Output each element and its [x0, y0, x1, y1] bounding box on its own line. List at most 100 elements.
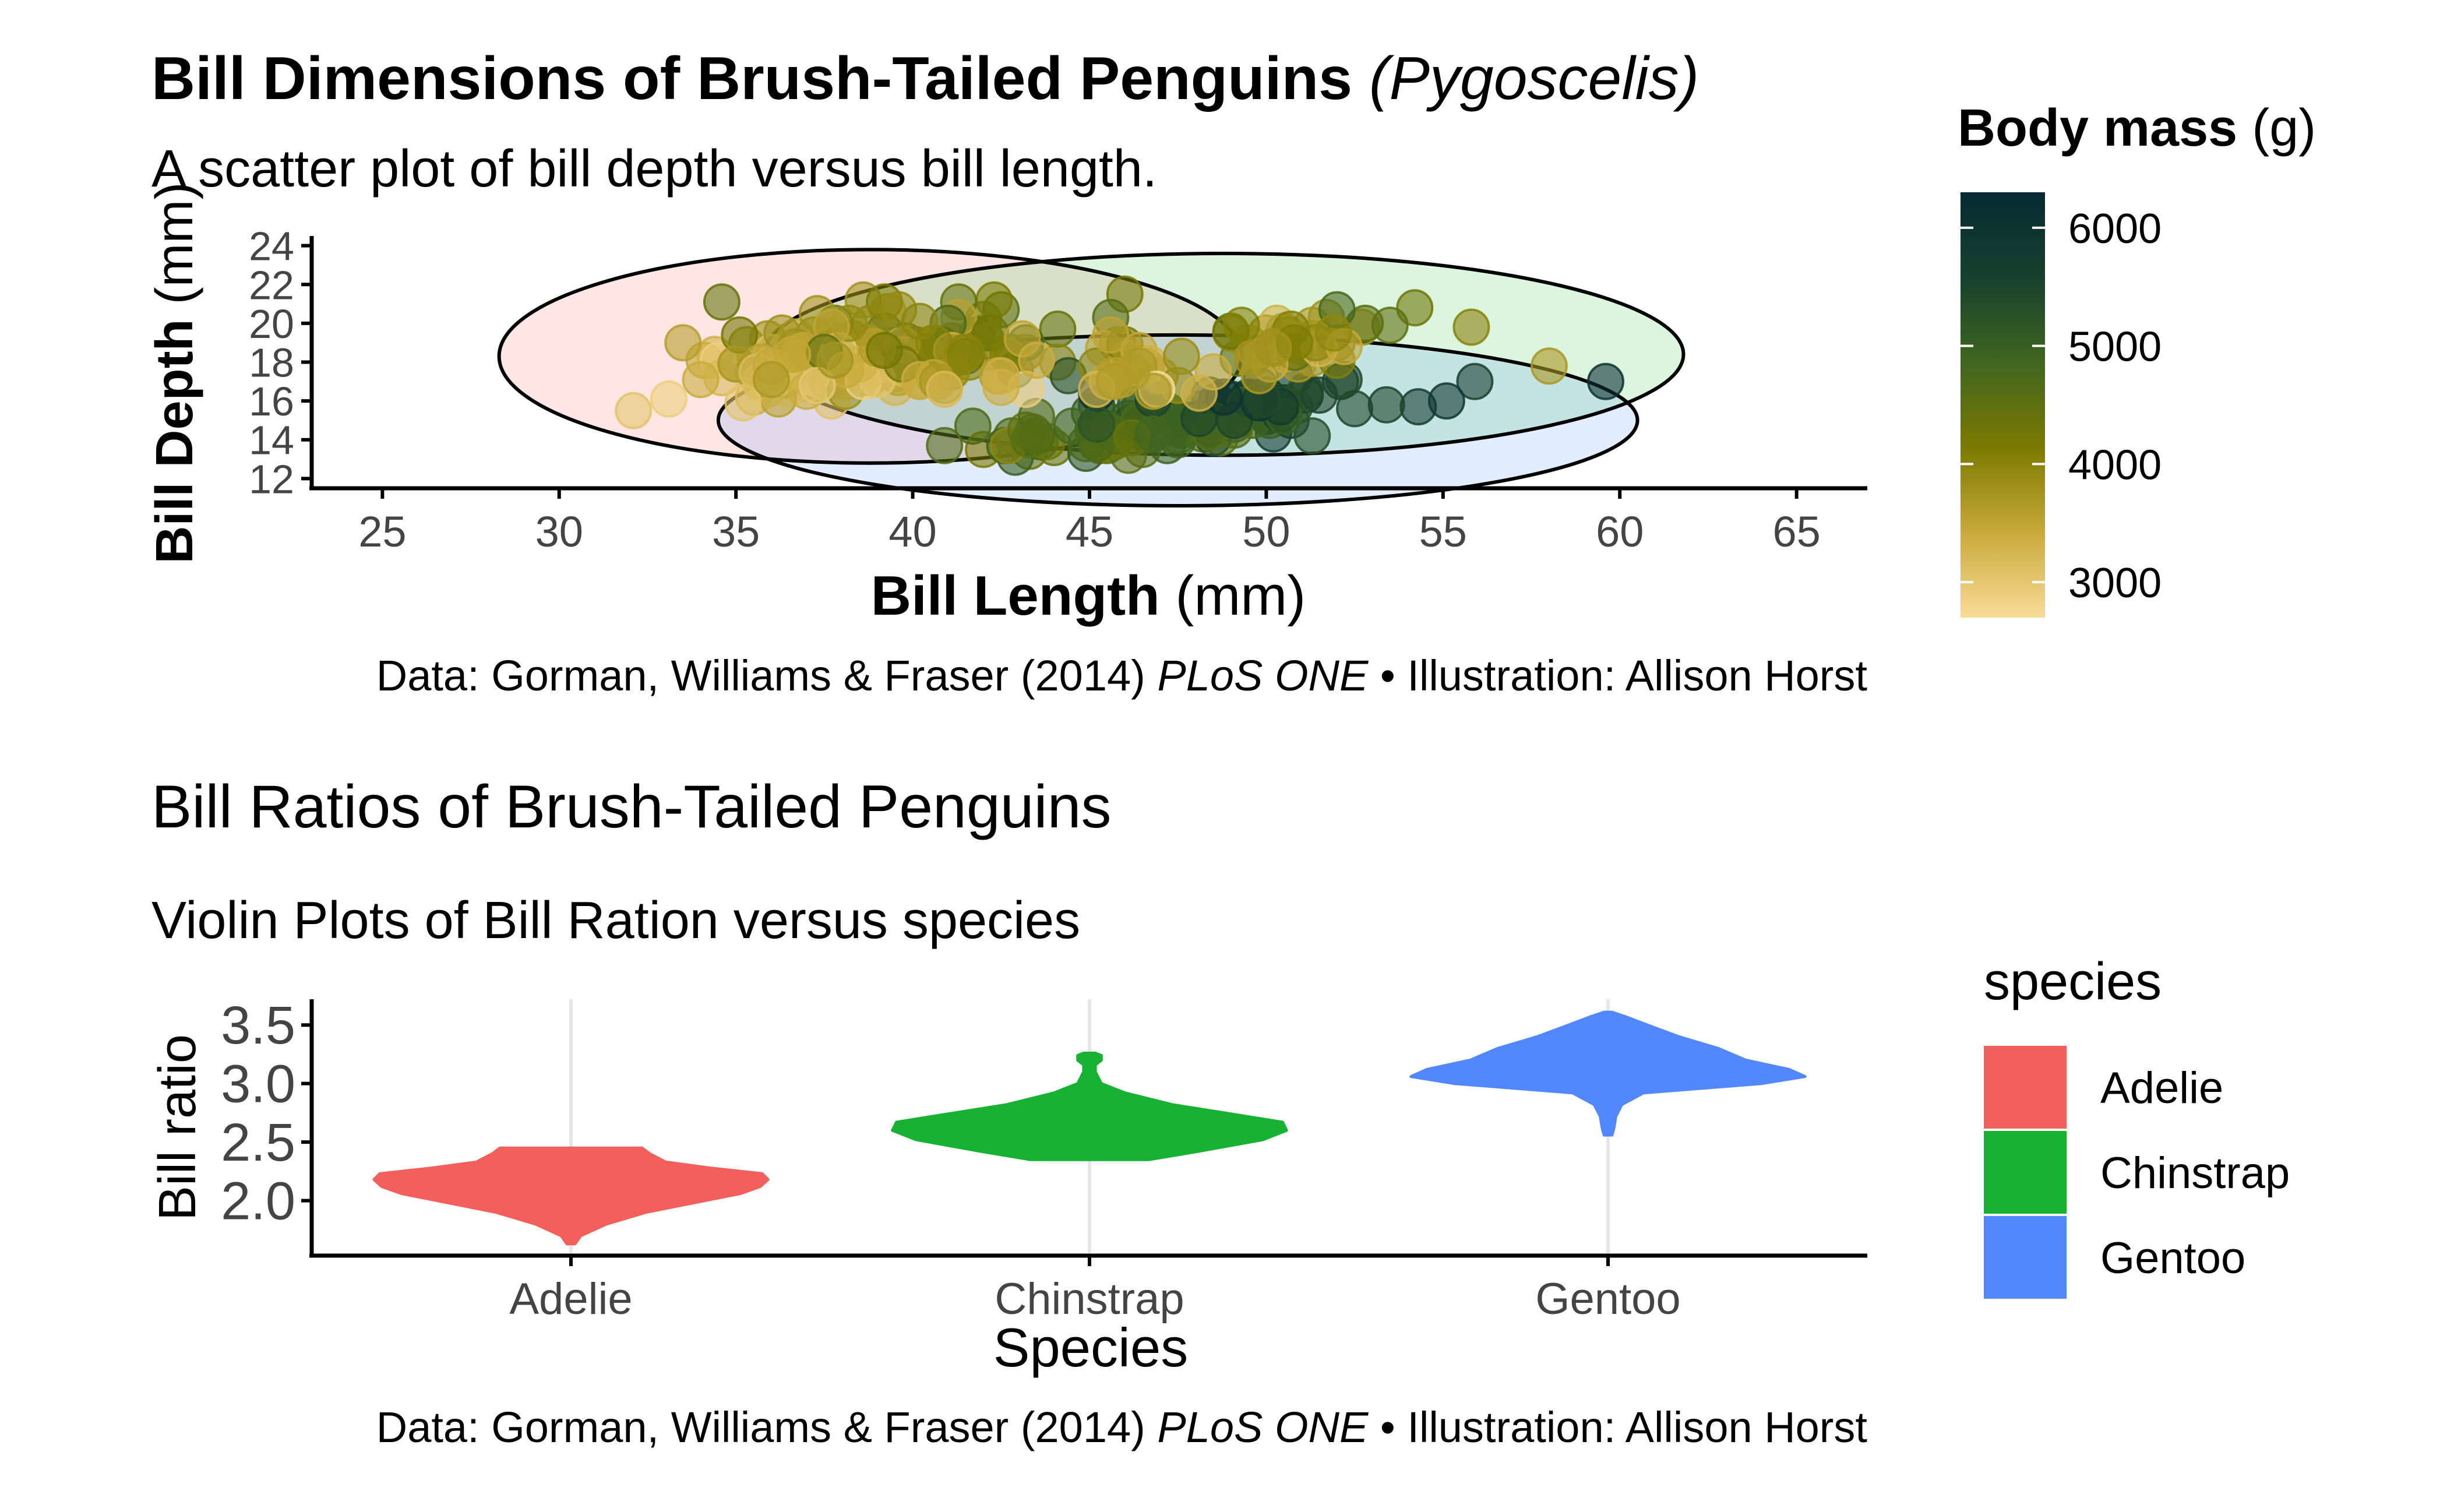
- scatter-x-tick-label: 30: [535, 507, 583, 556]
- scatter-point: [798, 366, 836, 404]
- scatter-point: [703, 283, 741, 321]
- scatter-point: [975, 281, 1013, 319]
- scatter-point: [1371, 306, 1409, 344]
- legend-label-adelie: Adelie: [2100, 1063, 2223, 1113]
- scatter-y-tick-label: 16: [249, 379, 294, 424]
- scatter-x-label: Bill Length (mm): [871, 565, 1306, 627]
- violin-panel: Bill Ratios of Brush-Tailed Penguins Vio…: [149, 773, 2290, 1451]
- scatter-point: [901, 302, 939, 340]
- scatter-x-label-main: Bill Length: [871, 565, 1160, 627]
- violin-y-label: Bill ratio: [149, 1034, 207, 1221]
- scatter-point: [724, 384, 762, 422]
- scatter-y-tick-label: 24: [249, 224, 294, 269]
- scatter-point: [1180, 374, 1218, 412]
- scatter-x-tick-label: 25: [358, 507, 406, 556]
- scatter-caption-journal: PLoS ONE: [1157, 651, 1369, 700]
- scatter-x-tick-label: 45: [1066, 507, 1113, 556]
- scatter-point: [1456, 362, 1494, 400]
- scatter-title-main: Bill Dimensions of Brush-Tailed Penguins: [151, 45, 1352, 112]
- scatter-y-label-unit: (mm): [146, 182, 204, 305]
- scatter-point: [615, 392, 653, 429]
- body-mass-tick-label: 6000: [2068, 206, 2162, 252]
- violin-x-label: Species: [993, 1317, 1188, 1378]
- scatter-point: [650, 380, 687, 418]
- scatter-x-label-unit: (mm): [1175, 565, 1306, 627]
- scatter-x-ticks: 25 30 35 40 45 50 55 60 65: [358, 488, 1821, 556]
- scatter-x-tick-label: 60: [1596, 507, 1644, 556]
- scatter-point: [866, 332, 903, 369]
- scatter-point: [664, 324, 702, 362]
- scatter-point: [682, 361, 720, 399]
- species-legend: species Adelie Chinstrap Gentoo: [1984, 953, 2290, 1299]
- scatter-point: [816, 341, 854, 379]
- scatter-point: [1039, 310, 1077, 348]
- scatter-caption: Data: Gorman, Williams & Fraser (2014) P…: [376, 651, 1868, 700]
- violin-x-ticks: Adelie Chinstrap Gentoo: [509, 1256, 1681, 1324]
- scatter-point: [1134, 415, 1172, 453]
- scatter-point: [954, 407, 992, 445]
- scatter-caption-suffix: • Illustration: Allison Horst: [1368, 651, 1867, 700]
- scatter-point: [1162, 337, 1200, 375]
- violin-caption-journal: PLoS ONE: [1157, 1403, 1369, 1451]
- scatter-point: [1078, 406, 1116, 443]
- body-mass-legend: Body mass (g) 3000 4000 5000 6000: [1958, 99, 2316, 618]
- scatter-point: [1134, 372, 1172, 410]
- species-legend-items: Adelie Chinstrap Gentoo: [1984, 1046, 2290, 1299]
- violin-axes: 2.02.53.03.5 Adelie Chinstrap Gentoo: [221, 996, 1867, 1324]
- violin-y-tick-label: 2.5: [221, 1113, 295, 1172]
- legend-swatch-chinstrap: [1984, 1131, 2067, 1214]
- violin-x-tick-label: Gentoo: [1535, 1274, 1680, 1324]
- scatter-point: [1092, 316, 1130, 354]
- scatter-point: [926, 427, 964, 464]
- scatter-x-tick-label: 50: [1242, 507, 1290, 556]
- violin-y-tick-label: 3.5: [221, 996, 295, 1055]
- scatter-point: [1314, 314, 1352, 352]
- scatter-panel: Bill Dimensions of Brush-Tailed Penguins…: [146, 45, 2316, 700]
- scatter-point: [926, 371, 964, 408]
- scatter-y-tick-label: 22: [249, 262, 294, 308]
- scatter-subtitle: A scatter plot of bill depth versus bill…: [151, 140, 1157, 198]
- body-mass-tick-label: 3000: [2068, 560, 2162, 607]
- legend-label-chinstrap: Chinstrap: [2100, 1148, 2290, 1198]
- scatter-points: [615, 275, 1624, 476]
- scatter-point: [1530, 347, 1568, 385]
- scatter-point: [1367, 386, 1405, 424]
- legend-swatch-adelie: [1984, 1046, 2067, 1129]
- scatter-point: [1293, 417, 1331, 455]
- violin-x-tick-label: Chinstrap: [995, 1274, 1184, 1324]
- body-mass-color-bar: [1961, 192, 2045, 618]
- scatter-caption-prefix: Data: Gorman, Williams & Fraser (2014): [376, 651, 1158, 700]
- scatter-point: [947, 333, 985, 371]
- scatter-point: [1095, 362, 1133, 400]
- scatter-point: [982, 357, 1020, 394]
- violin-caption-suffix: • Illustration: Allison Horst: [1368, 1403, 1867, 1451]
- legend-swatch-gentoo: [1984, 1216, 2067, 1299]
- body-mass-legend-title-unit: (g): [2252, 99, 2316, 157]
- scatter-x-tick-label: 65: [1772, 507, 1820, 556]
- violin-chinstrap: [891, 1051, 1288, 1161]
- scatter-point: [1254, 330, 1292, 368]
- violins: [372, 1010, 1807, 1246]
- scatter-title: Bill Dimensions of Brush-Tailed Penguins…: [151, 45, 1699, 112]
- body-mass-ticks: 3000 4000 5000 6000: [1961, 206, 2162, 607]
- scatter-title-italic: (Pygoscelis): [1369, 45, 1699, 112]
- scatter-y-tick-label: 12: [249, 456, 294, 502]
- scatter-y-tick-label: 18: [249, 340, 294, 386]
- scatter-point: [1452, 308, 1490, 346]
- body-mass-legend-title-main: Body mass: [1958, 99, 2237, 157]
- scatter-point: [1300, 376, 1338, 414]
- scatter-point: [1427, 382, 1465, 420]
- scatter-y-tick-label: 20: [249, 301, 294, 347]
- scatter-x-tick-label: 40: [888, 507, 936, 556]
- body-mass-legend-title: Body mass (g): [1958, 99, 2316, 157]
- scatter-x-tick-label: 55: [1419, 507, 1467, 556]
- scatter-x-tick-label: 35: [712, 507, 760, 556]
- violin-y-tick-label: 2.0: [221, 1172, 295, 1231]
- violin-y-ticks: 2.02.53.03.5: [221, 996, 312, 1231]
- violin-adelie: [372, 1146, 770, 1246]
- scatter-y-tick-label: 14: [249, 418, 294, 463]
- violin-gentoo: [1409, 1010, 1807, 1137]
